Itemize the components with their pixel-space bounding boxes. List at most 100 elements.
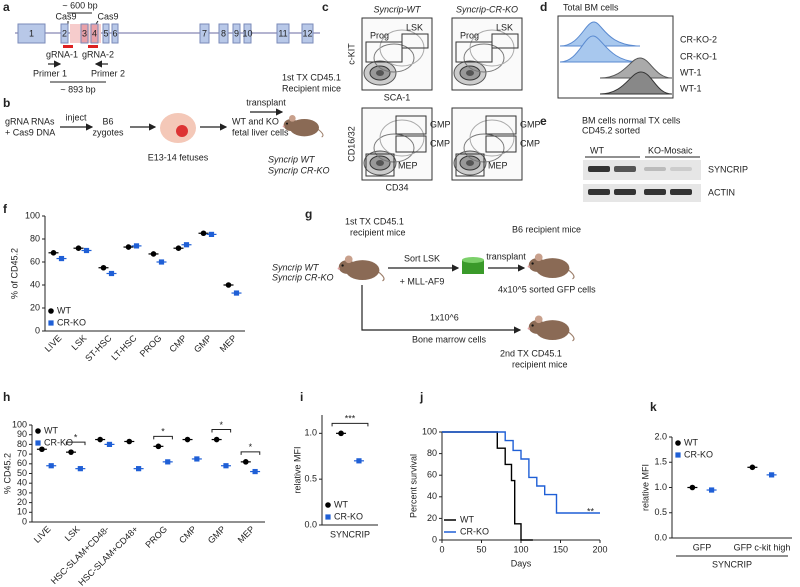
band [670,167,692,171]
exon [199,23,210,44]
x-tick-label: PROG [143,524,169,550]
y-axis-label: % CD45.2 [2,453,12,494]
mouse [526,314,575,342]
band-label: ACTIN [708,187,735,197]
gate-label: Prog [370,30,389,40]
y-axis-label: relative MFI [292,446,302,493]
exon [301,23,314,44]
data-point [183,242,190,248]
y-axis-label: relative MFI [640,464,650,511]
data-point [100,264,107,271]
primer-label: Primer 2 [91,68,125,78]
genotype: Syncrip WT [268,154,316,164]
legend-label: CR-KO [44,437,73,447]
data-point [135,466,142,472]
y-tick-label: 60 [427,470,437,480]
legend-label: WT [684,437,698,447]
y-tick-label: 0 [22,516,27,526]
panel-label: e [540,114,547,128]
data-point [39,446,45,453]
exon-label: 9 [234,28,239,38]
gate [365,153,395,177]
panel-label: g [305,207,312,221]
data-point [83,247,90,254]
x-tick-label: 200 [592,544,607,554]
legend-label: CR-KO [57,317,86,327]
panel-label: h [3,390,10,404]
band [614,189,636,195]
panel-b: b gRNA RNAs + Cas9 DNA inject B6 zygotes… [3,72,341,175]
x-tick-label: LT-HSC [109,333,139,363]
y-tick-label: 2.0 [654,431,667,441]
band [588,166,610,172]
gate-label: CMP [520,138,540,148]
legend-swatch [325,514,331,520]
histogram-frame [557,15,674,99]
y-tick-label: 1.0 [304,428,317,438]
data-point [223,463,229,469]
data-point [213,436,220,443]
exon-label: 4 [92,28,97,38]
y-tick-label: 30 [17,487,27,497]
y-tick-label: 0 [35,325,40,335]
gate [365,41,403,63]
step-label: B6 recipient mice [512,224,581,234]
span-label: ~ 893 bp [60,84,95,94]
data-point [689,484,696,491]
x-tick-label: LSK [69,333,88,352]
culture [462,257,484,263]
data-point [225,282,232,288]
track-label: WT-1 [680,83,702,93]
axis-label: CD16/32 [346,126,356,162]
data-point [106,441,113,447]
gate-label: GMP [430,119,451,129]
y-tick-label: 1.5 [654,457,667,467]
panel-label: b [3,96,10,110]
step-label: fetal liver cells [232,127,289,137]
exon [243,23,252,44]
data-point [749,464,756,471]
mouse [282,114,324,138]
data-point [242,459,249,465]
mouse [526,252,575,280]
y-tick-label: 100 [12,419,27,429]
gate-label: MEP [398,160,418,170]
x-tick-label: PROG [138,333,164,359]
sig-bracket [153,435,173,440]
genotype: Syncrip CR-KO [268,165,330,175]
exon-label: 10 [242,28,252,38]
x-tick-label: MEP [218,333,239,354]
y-tick-label: 90 [17,429,27,439]
grna-label: gRNA-1 [46,49,78,59]
gate-label: MEP [488,160,508,170]
step-label: 2nd TX CD45.1 [500,348,562,358]
exon-label: 5 [103,28,108,38]
data-point [58,255,65,262]
y-tick-label: 0.0 [304,519,317,529]
y-tick-label: 60 [17,458,27,468]
y-axis-label: Percent survival [408,454,418,518]
exon [17,23,46,44]
data-point [175,245,182,251]
legend-label: CR-KO [334,511,363,521]
gate [395,115,427,135]
panel-label: c [322,0,329,14]
track-label: CR-KO-1 [680,51,717,61]
culture [462,260,484,274]
gate-label: Prog [460,30,479,40]
x-tick-label: 100 [513,544,528,554]
legend-swatch [675,452,681,458]
gate-label: LSK [496,22,513,32]
survival-line [442,431,533,541]
legend-swatch [675,440,681,446]
panel-e: e BM cells normal TX cells CD45.2 sorted… [540,114,748,202]
gate [401,33,429,49]
primer-label: Primer 1 [33,68,67,78]
y-tick-label: 80 [427,448,437,458]
panel-label: d [540,0,547,14]
sig-label: * [220,420,224,430]
y-tick-label: 20 [17,497,27,507]
step-label: 4x10^5 sorted GFP cells [498,284,596,294]
track-label: WT-1 [680,67,702,77]
exon [60,23,69,44]
